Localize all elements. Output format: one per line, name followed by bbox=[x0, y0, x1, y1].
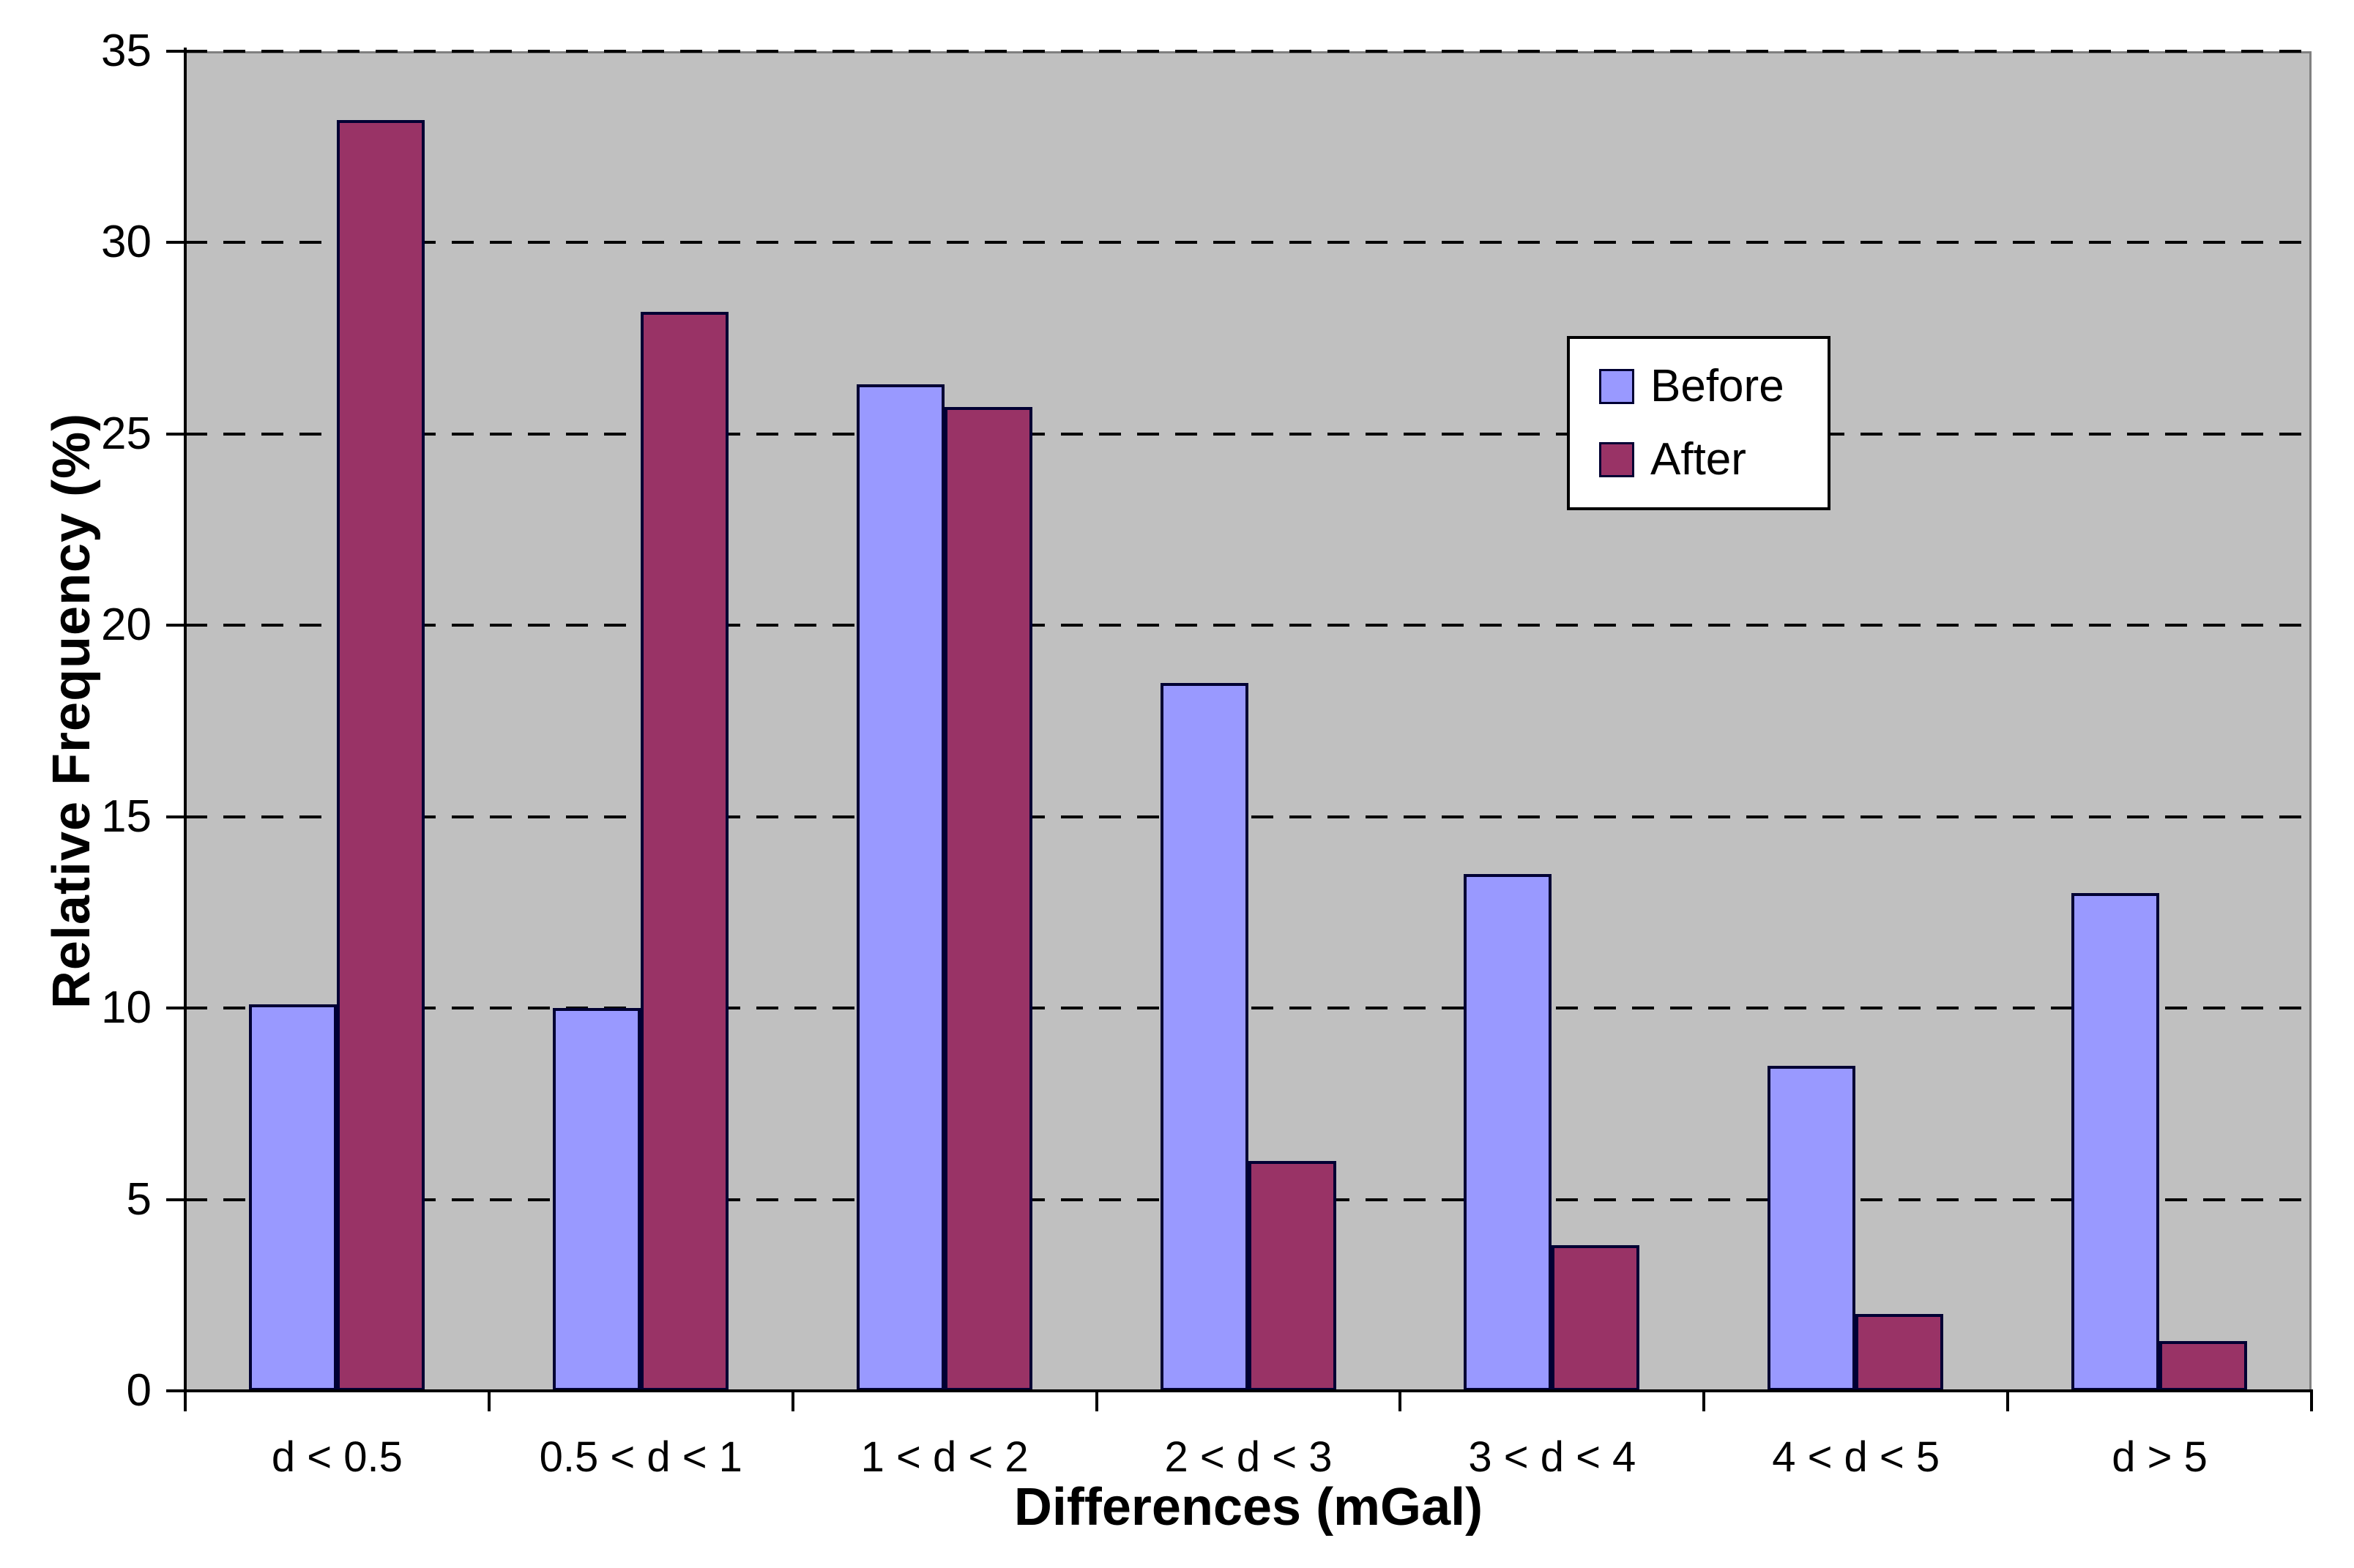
bar-after-5 bbox=[1855, 1314, 1944, 1391]
x-tick-label-2: 1 < d < 2 bbox=[860, 1433, 1029, 1481]
bar-before-4 bbox=[1464, 874, 1552, 1391]
y-tick-label-25: 25 bbox=[101, 408, 152, 459]
bar-before-6 bbox=[2071, 893, 2160, 1391]
x-tick-label-0: d < 0.5 bbox=[271, 1433, 403, 1481]
x-tick-0 bbox=[184, 1391, 187, 1411]
x-tick-6 bbox=[2006, 1391, 2010, 1411]
x-tick-2 bbox=[791, 1391, 794, 1411]
bar-after-6 bbox=[2159, 1341, 2248, 1391]
x-tick-label-3: 2 < d < 3 bbox=[1164, 1433, 1333, 1481]
y-tick-label-30: 30 bbox=[101, 217, 152, 268]
gridline-y-10 bbox=[185, 1007, 2312, 1010]
gridline-y-35 bbox=[185, 50, 2312, 53]
legend: Before After bbox=[1567, 336, 1830, 510]
legend-label-after: After bbox=[1650, 434, 1746, 485]
gridline-y-30 bbox=[185, 241, 2312, 244]
y-tick-5 bbox=[166, 1198, 184, 1201]
x-axis-title: Differences (mGal) bbox=[1013, 1478, 1483, 1537]
bar-before-3 bbox=[1160, 682, 1248, 1391]
bar-after-2 bbox=[944, 407, 1032, 1391]
bar-after-3 bbox=[1248, 1161, 1336, 1391]
gridline-y-25 bbox=[185, 432, 2312, 436]
gridline-y-20 bbox=[185, 624, 2312, 627]
x-tick-7 bbox=[2310, 1391, 2313, 1411]
y-tick-10 bbox=[166, 1007, 184, 1010]
y-tick-label-15: 15 bbox=[101, 791, 152, 842]
legend-label-before: Before bbox=[1650, 361, 1784, 411]
legend-swatch-after bbox=[1599, 442, 1634, 477]
y-tick-label-0: 0 bbox=[126, 1365, 152, 1416]
y-tick-35 bbox=[166, 50, 184, 53]
y-tick-15 bbox=[166, 815, 184, 818]
bar-after-4 bbox=[1552, 1245, 1640, 1391]
legend-item-before: Before bbox=[1599, 364, 1828, 409]
x-tick-label-4: 3 < d < 4 bbox=[1468, 1433, 1636, 1481]
y-tick-label-10: 10 bbox=[101, 982, 152, 1034]
x-tick-label-1: 0.5 < d < 1 bbox=[539, 1433, 742, 1481]
x-axis-line bbox=[184, 1389, 2313, 1392]
legend-swatch-before bbox=[1599, 369, 1634, 404]
y-axis-line bbox=[184, 48, 187, 1392]
x-tick-1 bbox=[487, 1391, 491, 1411]
y-tick-label-5: 5 bbox=[126, 1173, 152, 1225]
legend-item-after: After bbox=[1599, 437, 1828, 482]
y-axis-title: Relative Frequency (%) bbox=[42, 412, 101, 1009]
bar-before-1 bbox=[552, 1008, 641, 1391]
y-tick-25 bbox=[166, 432, 184, 436]
y-tick-label-20: 20 bbox=[101, 600, 152, 651]
bar-before-2 bbox=[856, 384, 945, 1391]
x-tick-label-6: d > 5 bbox=[2112, 1433, 2208, 1481]
bar-after-0 bbox=[337, 120, 425, 1391]
y-tick-0 bbox=[166, 1389, 184, 1392]
x-tick-3 bbox=[1095, 1391, 1098, 1411]
bar-after-1 bbox=[640, 311, 729, 1391]
bar-before-5 bbox=[1768, 1065, 1856, 1391]
x-tick-label-5: 4 < d < 5 bbox=[1772, 1433, 1940, 1481]
x-tick-4 bbox=[1398, 1391, 1402, 1411]
bar-before-0 bbox=[249, 1004, 337, 1391]
y-tick-label-35: 35 bbox=[101, 26, 152, 76]
y-tick-20 bbox=[166, 624, 184, 627]
y-tick-30 bbox=[166, 241, 184, 244]
gridline-y-15 bbox=[185, 815, 2312, 818]
x-tick-5 bbox=[1702, 1391, 1706, 1411]
